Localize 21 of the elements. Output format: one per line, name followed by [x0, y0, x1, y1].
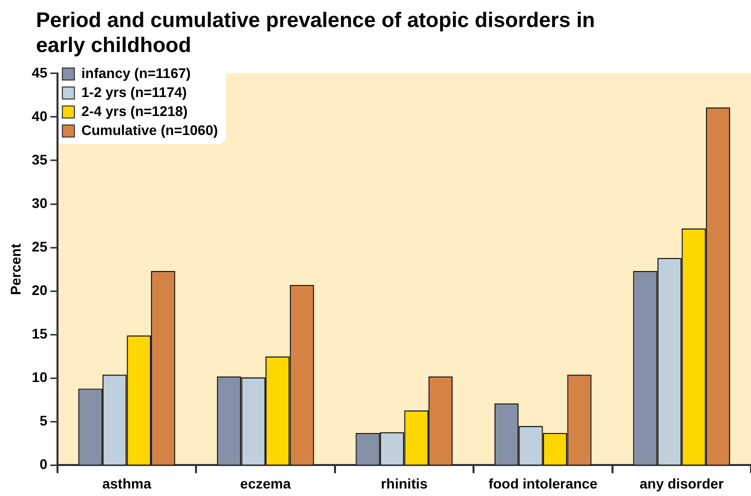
y-tick-label: 15 [32, 325, 48, 342]
y-tick-label: 40 [32, 108, 48, 124]
chart-title: Period and cumulative prevalence of atopic disorders in early childhood [36, 8, 596, 58]
y-tick-label: 5 [40, 412, 48, 429]
x-tick-label: eczema [240, 475, 291, 492]
x-tick-label: food intolerance [488, 475, 598, 492]
x-tick-label: asthma [102, 475, 152, 492]
x-tick-label: rhinitis [380, 475, 428, 492]
legend-label: 1-2 yrs (n=1174) [81, 84, 187, 100]
y-tick-label: 0 [40, 456, 48, 472]
y-tick-label: 10 [32, 368, 48, 385]
y-tick-label: 25 [32, 238, 48, 254]
legend-label: infancy (n=1167) [81, 64, 191, 81]
legend-label: 2-4 yrs (n=1218) [81, 102, 188, 119]
y-tick-label: 30 [32, 194, 48, 211]
y-tick-label: 20 [32, 282, 48, 298]
y-tick-label: 35 [32, 151, 48, 168]
y-axis-title: Percent [7, 243, 24, 295]
x-tick-label: any disorder [640, 475, 724, 492]
legend-label: Cumulative (n=1060) [81, 122, 218, 138]
y-tick-label: 45 [32, 64, 48, 80]
